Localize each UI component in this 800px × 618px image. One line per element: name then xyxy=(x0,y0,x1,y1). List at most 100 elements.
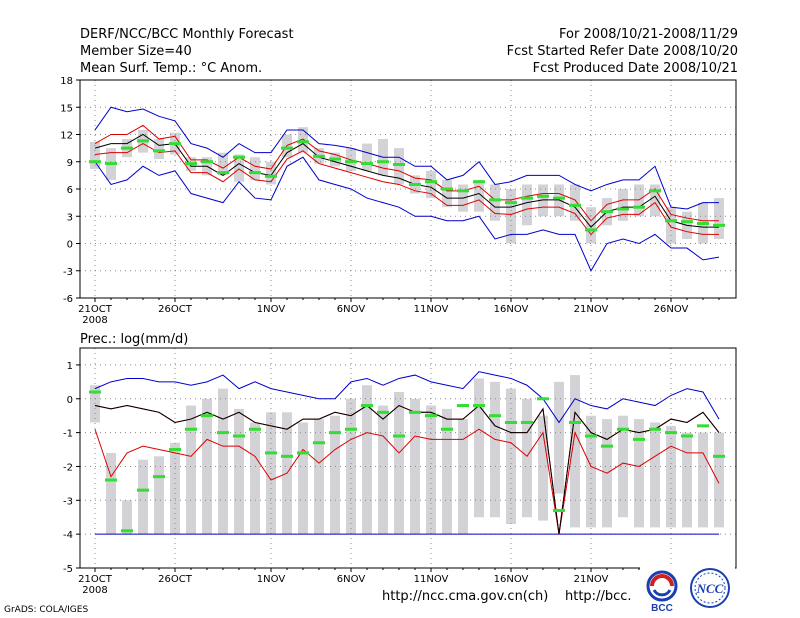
header-title: DERF/NCC/BCC Monthly Forecast xyxy=(80,27,294,42)
prec-frame xyxy=(79,347,737,569)
temp-ytick-label: 9 xyxy=(67,158,73,169)
prec-obs-marker-10 xyxy=(249,427,261,431)
temp-obs-marker-20 xyxy=(409,182,421,186)
prec-box-21 xyxy=(426,405,436,535)
prec-obs-marker-5 xyxy=(169,448,181,452)
prec-box-1 xyxy=(106,452,116,535)
temp-obs-marker-19 xyxy=(393,162,405,166)
header-member-size: Member Size=40 xyxy=(80,44,192,59)
prec-box-39 xyxy=(714,432,724,528)
prec-ytick-label: 1 xyxy=(67,361,73,372)
prec-obs-marker-34 xyxy=(633,437,645,441)
temp-obs-marker-27 xyxy=(521,196,533,200)
temp-obs-marker-37 xyxy=(681,220,693,224)
prec-box-15 xyxy=(330,415,340,535)
temp-obs-marker-18 xyxy=(377,160,389,164)
prec-obs-marker-0 xyxy=(89,390,101,394)
temp-obs-marker-33 xyxy=(617,207,629,211)
temp-obs-marker-22 xyxy=(441,187,453,191)
temp-obs-marker-25 xyxy=(489,198,501,202)
temp-mean-line xyxy=(94,133,719,228)
temp-box-10 xyxy=(250,157,260,180)
prec-obs-marker-3 xyxy=(137,488,149,492)
temp-obs-marker-32 xyxy=(601,210,613,214)
temp-obs-marker-7 xyxy=(201,160,213,164)
prec-obs-marker-24 xyxy=(473,404,485,408)
prec-box-27 xyxy=(522,398,532,518)
prec-obs-marker-36 xyxy=(665,431,677,435)
prec-obs-marker-14 xyxy=(313,441,325,445)
temp-blue-upper-line xyxy=(94,106,719,210)
prec-obs-marker-39 xyxy=(713,454,725,458)
prec-box-37 xyxy=(682,432,692,528)
temp-xtick-label: 26OCT xyxy=(158,304,193,315)
prec-ytick-label: -2 xyxy=(63,462,73,473)
prec-year-label: 2008 xyxy=(82,585,107,596)
prec-box-36 xyxy=(666,425,676,528)
prec-obs-marker-27 xyxy=(521,420,533,424)
prec-box-9 xyxy=(234,408,244,535)
prec-xtick-label: 1NOV xyxy=(257,574,286,585)
prec-mean-line xyxy=(94,404,720,535)
prec-box-33 xyxy=(618,415,628,518)
prec-box-24 xyxy=(474,378,484,518)
footer-url-bcc[interactable]: http://bcc. xyxy=(565,589,632,604)
prec-box-6 xyxy=(186,405,196,535)
temp-ytick-label: 6 xyxy=(67,185,73,196)
prec-box-38 xyxy=(698,432,708,528)
temp-box-25 xyxy=(490,184,500,221)
temp-box-27 xyxy=(522,184,532,226)
temp-obs-marker-9 xyxy=(233,155,245,159)
footer-url-ncc[interactable]: http://ncc.cma.gov.cn(ch) xyxy=(382,589,549,604)
prec-box-16 xyxy=(346,398,356,535)
prec-box-17 xyxy=(362,385,372,535)
prec-obs-marker-20 xyxy=(409,410,421,414)
prec-obs-marker-4 xyxy=(153,475,165,479)
prec-obs-marker-37 xyxy=(681,434,693,438)
temp-box-24 xyxy=(474,179,484,212)
prec-obs-marker-19 xyxy=(393,434,405,438)
prec-obs-marker-23 xyxy=(457,404,469,408)
temp-red-lower-line xyxy=(94,143,719,236)
temp-obs-marker-11 xyxy=(265,174,277,178)
prec-obs-marker-25 xyxy=(489,414,501,418)
temp-ytick-label: 15 xyxy=(60,103,73,114)
temp-obs-marker-29 xyxy=(553,196,565,200)
temp-obs-marker-23 xyxy=(457,189,469,193)
temp-box-21 xyxy=(426,170,436,199)
temp-obs-marker-38 xyxy=(697,222,709,226)
prec-box-26 xyxy=(506,388,516,524)
prec-obs-marker-30 xyxy=(569,420,581,424)
prec-box-14 xyxy=(314,419,324,535)
prec-obs-marker-22 xyxy=(441,427,453,431)
prec-obs-marker-35 xyxy=(649,427,661,431)
temp-obs-marker-5 xyxy=(169,142,181,146)
prec-obs-marker-17 xyxy=(361,404,373,408)
temp-obs-marker-0 xyxy=(89,160,101,164)
temp-obs-marker-16 xyxy=(345,160,357,164)
temp-obs-marker-12 xyxy=(281,146,293,150)
temp-box-11 xyxy=(266,161,276,185)
temp-box-39 xyxy=(714,198,724,239)
temp-box-9 xyxy=(234,154,244,182)
temp-box-13 xyxy=(298,127,308,153)
prec-box-4 xyxy=(154,456,164,535)
temp-year-label: 2008 xyxy=(82,315,107,326)
prec-box-28 xyxy=(538,415,548,521)
prec-obs-marker-13 xyxy=(297,451,309,455)
temp-blue-lower-line xyxy=(94,156,720,272)
temp-obs-marker-21 xyxy=(425,180,437,184)
temp-box-8 xyxy=(218,152,228,176)
prec-box-25 xyxy=(490,381,500,518)
prec-ytick-label: -5 xyxy=(63,564,73,575)
temp-obs-marker-26 xyxy=(505,201,517,205)
prec-obs-marker-38 xyxy=(697,424,709,428)
temp-xtick-label: 21OCT xyxy=(78,304,113,315)
temp-box-19 xyxy=(394,148,404,185)
temp-box-30 xyxy=(570,184,580,221)
temp-box-17 xyxy=(362,143,372,171)
temp-obs-marker-34 xyxy=(633,205,645,209)
temp-obs-marker-17 xyxy=(361,162,373,166)
temp-ytick-label: -3 xyxy=(63,267,73,278)
